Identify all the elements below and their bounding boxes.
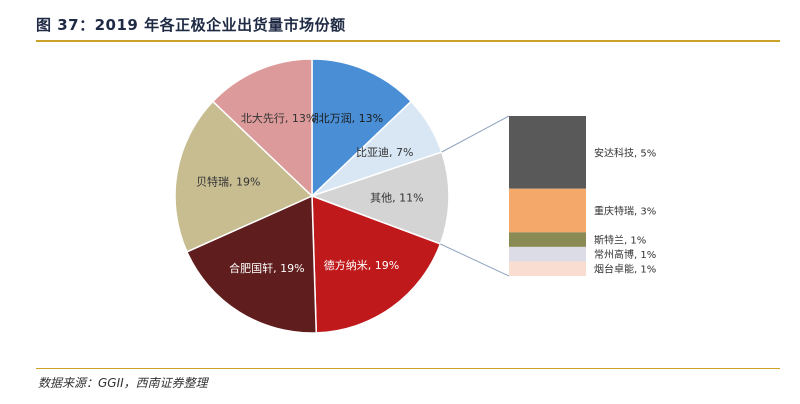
- pie-slice: [185, 194, 318, 334]
- bar-segment-label: 常州高博, 1%: [594, 248, 656, 261]
- bar-segment: [509, 261, 586, 276]
- source-note: 数据来源：GGII，西南证券整理: [38, 376, 208, 390]
- pie-chart: 湖北万润, 13% 比亚迪, 7% 其他, 11% 德方纳米, 19% 合肥国轩, 19…: [174, 58, 450, 334]
- pie-slice-label: 北大先行, 13%: [241, 111, 316, 125]
- bar-segment-label: 重庆特瑞, 3%: [594, 205, 656, 218]
- pie-slice-label: 湖北万润, 13%: [308, 111, 383, 125]
- connector-line: [440, 243, 510, 277]
- bar-segment: [509, 116, 586, 189]
- pie-slice-label: 比亚迪, 7%: [356, 146, 413, 159]
- bar-segment: [509, 232, 586, 247]
- pie-slice-label: 德方纳米, 19%: [324, 258, 399, 272]
- title-divider: [36, 40, 780, 42]
- bar-segment-label: 安达科技, 5%: [594, 146, 656, 159]
- pie-slice: [309, 151, 450, 245]
- figure-title: 图 37：2019 年各正极企业出货量市场份额: [36, 16, 346, 34]
- bar-segment-label: 烟台卓能, 1%: [594, 263, 656, 276]
- pie-slice-label: 其他, 11%: [370, 191, 423, 204]
- bar-segment: [509, 246, 586, 262]
- pie-slice: [311, 194, 442, 334]
- pie-slice: [211, 58, 313, 198]
- pie-slice: [311, 58, 413, 198]
- source-divider: [36, 368, 780, 369]
- bar-segment: [509, 188, 586, 233]
- bar-segment-label: 斯特兰, 1%: [594, 234, 646, 247]
- other-breakdown-bar: 安达科技, 5% 重庆特瑞, 3% 斯特兰, 1%常州高博, 1% 烟台卓能, 1%: [509, 116, 656, 276]
- connector-lines: [440, 115, 510, 277]
- pie-slice: [174, 100, 314, 253]
- pie-slice-label: 合肥国轩, 19%: [229, 261, 304, 275]
- connector-line: [441, 115, 510, 153]
- pie-slice-label: 贝特瑞, 19%: [196, 175, 260, 189]
